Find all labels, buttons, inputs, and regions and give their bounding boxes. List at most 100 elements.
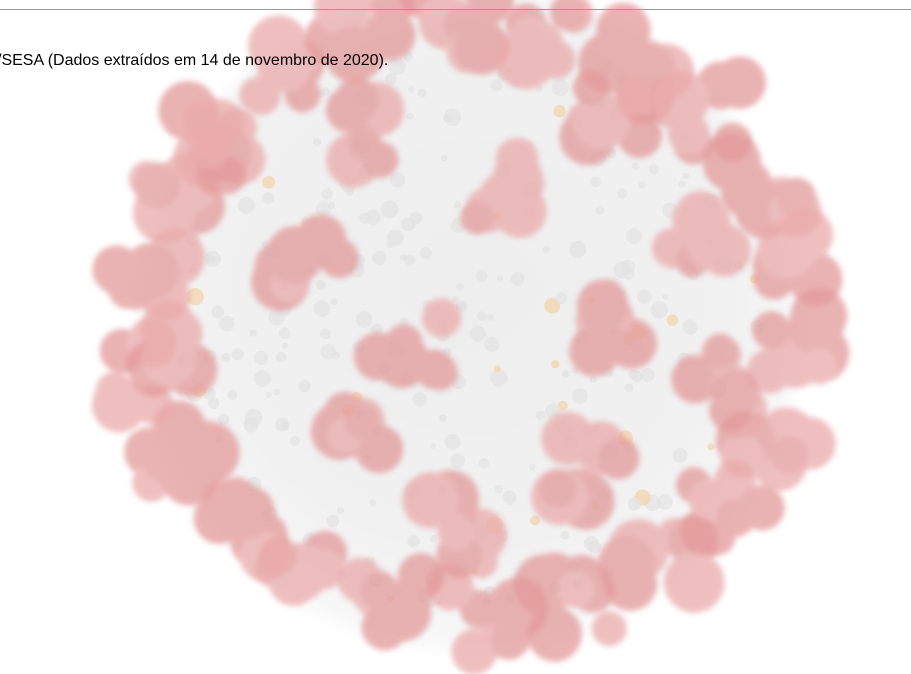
texture-dot [331,351,340,360]
texture-dot [237,196,255,214]
texture-dot [677,180,686,188]
texture-dot [386,229,404,247]
spike-protein [125,300,218,397]
texture-dot [320,328,331,340]
spike-lobe [460,200,495,235]
texture-dot [510,271,525,286]
texture-dot [666,314,679,326]
texture-dot [441,154,448,162]
texture-dot [682,319,698,335]
spike-lobe [716,498,755,537]
texture-dot [626,228,642,245]
spike-lobe [671,354,720,404]
spike-protein [495,0,594,90]
spike-lobe [710,369,760,419]
texture-dot [262,192,275,205]
texture-dot [219,315,235,332]
spike-lobe [223,486,275,538]
texture-dot [583,536,599,552]
texture-dot [544,297,561,314]
spike-lobe [663,552,725,613]
texture-dot [372,250,387,266]
texture-dot [275,351,287,363]
texture-dot [313,300,331,317]
spike-lobe [557,571,595,608]
texture-dot [536,410,546,420]
spike-lobe [362,141,399,178]
spike-lobe [508,16,555,63]
texture-dot [561,370,570,378]
spike-protein [239,15,325,116]
texture-dot [640,367,656,383]
texture-dot [281,342,289,349]
texture-dot [385,73,397,85]
spike-lobe [248,15,309,76]
texture-dot [590,176,601,188]
texture-dot [330,297,338,306]
texture-dot [496,275,504,282]
texture-dot [650,301,668,319]
spike-protein [752,208,843,307]
texture-dot [218,413,230,426]
texture-dot [253,370,271,387]
spike-lobe [576,279,629,331]
texture-dot [401,217,416,232]
texture-dot [419,246,432,259]
caption: /SESA (Dados extraídos em 14 de novembro… [0,52,388,69]
spike-protein [251,214,359,312]
texture-dot [211,305,225,319]
texture-dot [530,515,540,526]
texture-dot [648,164,659,175]
texture-dot [369,499,377,507]
spike-lobe [591,611,627,647]
texture-dot [312,137,322,147]
texture-dot [371,323,383,335]
spike-lobe [572,91,630,149]
texture-dot [336,506,345,514]
spike-lobe [325,87,372,133]
spike-lobe [487,577,549,639]
spike-lobe [241,75,281,116]
texture-dot [628,369,639,380]
texture-dot [542,245,551,253]
texture-dot [326,514,340,528]
spike-protein [173,98,246,195]
spike-protein [531,411,640,530]
spike-lobe [667,515,719,567]
spike-lobe [652,71,710,129]
spike-protein [460,137,547,238]
texture-dot [388,57,406,76]
texture-dot [484,336,500,352]
spike-lobe [713,56,767,109]
texture-dot [328,201,336,209]
texture-dot [243,417,259,433]
spike-lobe [569,325,620,377]
texture-dot [249,329,257,337]
spike-lobe [770,435,809,475]
texture-dot [386,242,394,249]
texture-dot [380,200,399,219]
spike-lobe [133,385,174,425]
texture-dot [208,397,220,410]
texture-dot [560,530,570,540]
spike-lobe [603,557,658,611]
spike-lobe [698,224,751,277]
texture-dot [321,188,334,200]
spike-protein [337,552,445,651]
texture-dot [206,254,216,264]
texture-dot [616,188,628,199]
texture-dot [624,383,634,393]
texture-dot [490,369,508,387]
texture-dot [672,447,688,463]
texture-dot [456,282,464,291]
spike-protein [325,77,405,188]
spike-protein [402,470,507,579]
texture-dot [453,200,462,209]
spike-protein [598,515,725,613]
texture-dot [707,443,715,451]
texture-dot [278,327,291,339]
spike-lobe [95,371,134,411]
spike-lobe [787,299,843,355]
